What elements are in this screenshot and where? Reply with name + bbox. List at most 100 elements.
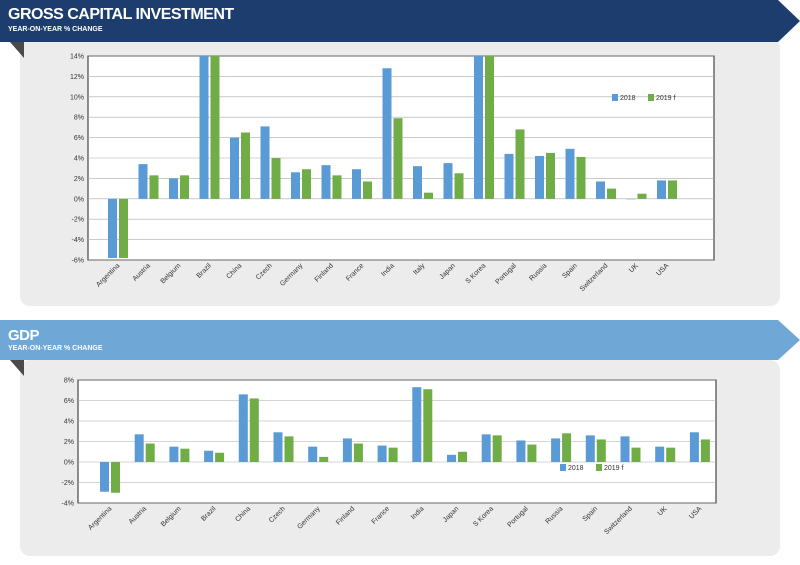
bar-france-2018 [352,169,361,199]
x-tick-label: Argentina [87,505,113,531]
bar-uk-2018 [626,198,636,200]
x-tick-label: Portugal [506,505,530,529]
bar-czech-2019-f [271,158,281,199]
bar-belgium-2019-f [180,448,190,462]
bar-argentina-2018 [108,198,117,258]
bar-portugal-2019-f [527,444,537,462]
chart-subtitle: YEAR-ON-YEAR % CHANGE [8,26,103,33]
bar-portugal-2018 [504,153,514,199]
bar-switzerland-2018 [620,436,630,462]
y-tick-label: 0% [74,196,84,203]
bar-austria-2018 [134,434,144,462]
bar-finland-2019-f [353,443,363,462]
x-tick-label: Brazil [200,505,218,523]
y-tick-label: 8% [74,115,84,122]
x-tick-label: Spain [582,505,600,523]
bar-russia-2019-f [546,152,555,199]
bar-usa-2018 [657,180,666,199]
legend-swatch [648,94,654,101]
bar-russia-2018 [551,438,561,462]
bar-switzerland-2018 [596,181,605,199]
bar-china-2019-f [249,398,259,462]
bar-china-2019-f [241,132,250,199]
banner-investment: GROSS CAPITAL INVESTMENT YEAR-ON-YEAR % … [0,0,800,58]
bar-czech-2019-f [284,436,294,462]
bar-portugal-2019-f [515,129,525,199]
bar-france-2019-f [363,181,372,199]
y-tick-label: 0% [64,460,74,467]
y-tick-label: -4% [62,501,74,508]
bar-belgium-2018 [169,178,178,199]
x-tick-label: S Korea [472,505,495,528]
legend-label: 2019 f [604,465,624,472]
bar-argentina-2018 [100,462,109,492]
x-tick-label: UK [657,505,669,517]
legend-label: 2019 f [656,95,676,102]
bar-switzerland-2019-f [607,188,616,199]
legend-label: 2018 [620,95,636,102]
bar-usa-2018 [689,432,699,462]
bar-india-2018 [412,387,422,462]
banner-gdp: GDP YEAR-ON-YEAR % CHANGE [0,320,800,376]
bar-czech-2018 [260,126,270,199]
banner-investment-shape [0,0,800,58]
chart-title: GDP [8,327,40,344]
x-tick-label: USA [688,505,703,520]
bar-finland-2019-f [332,175,342,199]
y-tick-label: 4% [74,156,84,163]
x-tick-label: China [234,505,252,523]
y-tick-label: -4% [72,237,84,244]
legend-label: 2018 [568,465,584,472]
y-tick-label: 12% [70,74,84,81]
bar-finland-2018 [342,438,352,462]
legend-swatch [560,464,566,471]
x-tick-label: Czech [268,505,287,524]
bar-china-2018 [238,394,248,462]
bar-belgium-2018 [169,446,179,462]
x-tick-label: Belgium [160,505,183,528]
y-tick-label: 6% [74,135,84,142]
bar-brazil-2019-f [210,56,220,199]
bar-china-2018 [230,137,239,199]
x-tick-label: India [410,505,426,521]
x-tick-label: Austria [128,505,148,525]
bar-india-2018 [382,68,392,199]
bar-austria-2019-f [149,175,159,199]
y-tick-label: -6% [72,258,84,265]
y-tick-label: 8% [64,378,74,385]
bar-s-korea-2019-f [485,56,494,199]
banner-gdp-shape [0,320,800,376]
bar-germany-2018 [291,172,300,199]
x-tick-label: Finland [335,505,356,526]
x-tick-label: Switzerland [603,505,634,536]
bar-japan-2019-f [454,173,464,199]
legend-swatch [596,464,602,471]
bar-brazil-2019-f [215,452,225,462]
y-tick-label: -2% [62,480,74,487]
bar-india-2019-f [423,389,433,462]
bar-argentina-2019-f [119,198,128,258]
bar-france-2019-f [388,447,398,462]
bar-brazil-2018 [199,56,209,199]
bar-japan-2019-f [458,451,467,462]
bar-belgium-2019-f [180,175,189,199]
x-tick-label: France [371,505,391,525]
bar-s-korea-2019-f [492,435,502,462]
y-tick-label: 2% [74,176,84,183]
bar-s-korea-2018 [481,434,491,462]
bar-usa-2019-f [700,439,710,462]
x-tick-label: Russia [544,505,564,525]
bar-spain-2019-f [596,439,606,462]
bar-austria-2018 [138,164,148,199]
y-tick-label: 10% [70,94,84,101]
bar-india-2019-f [393,118,403,199]
bar-japan-2018 [443,163,453,199]
bar-germany-2019-f [319,456,329,462]
bar-uk-2019-f [666,447,676,462]
chart-title: GROSS CAPITAL INVESTMENT [8,6,234,23]
bar-argentina-2019-f [111,462,120,493]
bar-italy-2018 [413,166,422,199]
x-tick-label: Germany [296,505,322,531]
bar-france-2018 [377,445,387,462]
